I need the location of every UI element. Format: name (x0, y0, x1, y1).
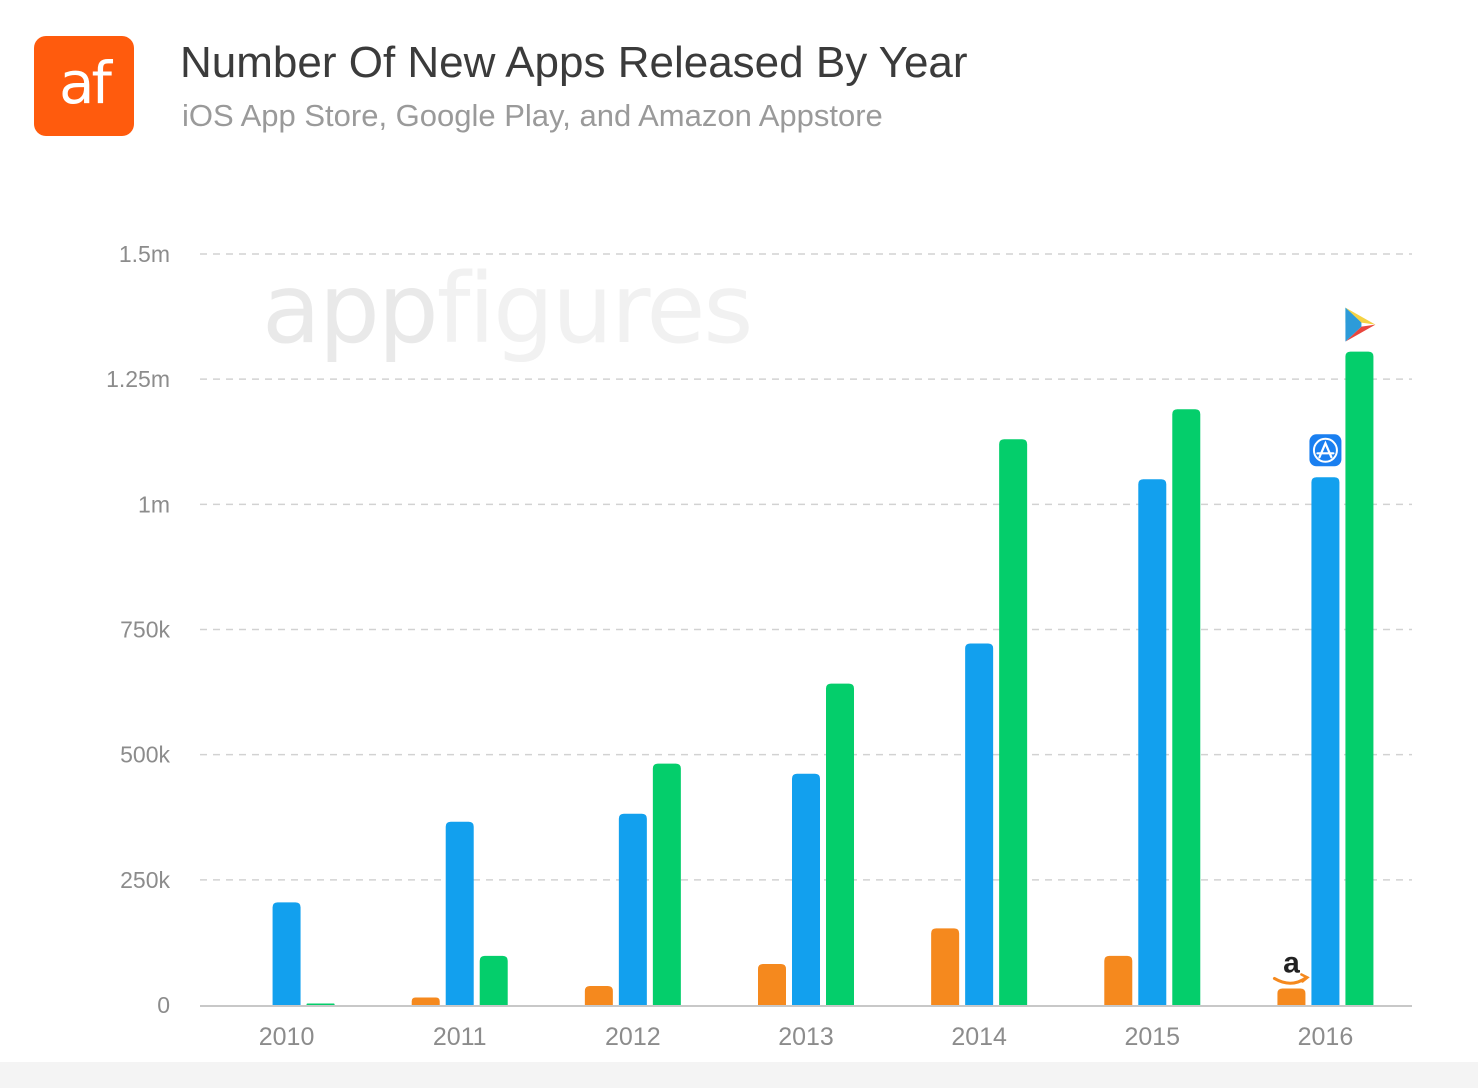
y-axis: 0 250k 500k 750k 1m 1.25m 1.5m (106, 241, 1412, 1018)
amazon-icon: a (1272, 946, 1310, 985)
watermark: appfigures (262, 253, 751, 365)
bar-amazon-2012 (584, 985, 613, 1005)
play-bottom (1345, 324, 1376, 342)
y-tick-label: 1.5m (119, 241, 170, 267)
x-tick-label: 2014 (951, 1023, 1007, 1051)
bar-google-2010 (306, 1003, 335, 1005)
x-tick-label: 2010 (259, 1023, 315, 1051)
google-play-icon (1345, 307, 1376, 342)
bar-ios-2010 (272, 902, 301, 1005)
y-tick-label: 750k (120, 617, 170, 643)
x-tick-label: 2016 (1298, 1023, 1354, 1051)
chart-subtitle: iOS App Store, Google Play, and Amazon A… (182, 98, 883, 133)
play-top (1345, 307, 1376, 325)
bar-google-2015 (1172, 409, 1201, 1005)
amazon-arrow (1300, 973, 1310, 983)
bar-google-2014 (999, 439, 1028, 1005)
bar-ios-2016 (1311, 477, 1340, 1005)
y-tick-label: 0 (157, 992, 170, 1018)
y-tick-label: 500k (120, 742, 170, 768)
x-tick-label: 2013 (778, 1023, 834, 1051)
chart-title: Number Of New Apps Released By Year (180, 38, 968, 87)
app-store-ring (1312, 437, 1338, 463)
watermark-figures: figures (437, 253, 752, 365)
bar-ios-2015 (1138, 479, 1167, 1005)
y-tick-label: 250k (120, 867, 170, 893)
x-tick-label: 2011 (433, 1023, 487, 1051)
bar-ios-2011 (445, 821, 474, 1005)
watermark-app: app (262, 253, 437, 365)
logo-text: af (59, 49, 112, 117)
app-store-icon (1309, 434, 1342, 467)
x-tick-label: 2015 (1124, 1023, 1180, 1051)
bar-ios-2012 (618, 813, 647, 1005)
play-left (1345, 307, 1362, 342)
bar-amazon-2015 (1104, 955, 1133, 1005)
bar-google-2013 (826, 683, 854, 1005)
bar-ios-2013 (792, 773, 820, 1005)
bar-google-2016 (1345, 351, 1374, 1005)
legend-icons: a (1272, 307, 1376, 985)
appfigures-logo: af (34, 36, 134, 136)
y-tick-label: 1m (138, 491, 170, 517)
bar-amazon-2016 (1277, 988, 1306, 1005)
amazon-letter: a (1283, 946, 1300, 979)
bar-amazon-2013 (758, 963, 786, 1005)
x-tick-label: 2012 (605, 1023, 661, 1051)
y-tick-label: 1.25m (106, 366, 170, 392)
x-axis: 2010 2011 2012 2013 2014 2015 2016 (259, 1023, 1353, 1051)
bars (272, 351, 1374, 1005)
bar-amazon-2011 (411, 997, 440, 1005)
bar-google-2012 (652, 763, 681, 1005)
bar-ios-2014 (965, 643, 994, 1005)
gridlines (200, 253, 1412, 881)
footer-band (0, 1062, 1478, 1088)
bar-google-2011 (479, 955, 508, 1005)
bar-amazon-2014 (931, 928, 960, 1005)
app-store-a (1316, 440, 1335, 459)
